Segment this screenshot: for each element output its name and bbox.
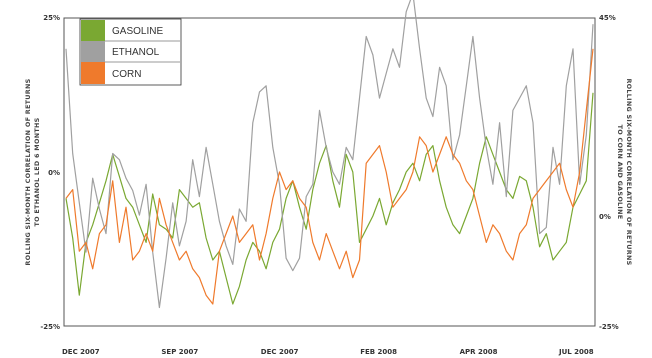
legend-label-corn: CORN [112, 69, 141, 80]
legend-swatch-corn [81, 62, 105, 84]
legend-label-ethanol: ETHANOL [112, 47, 160, 58]
x-axis-tick-5: JUL 2008 [558, 348, 594, 356]
x-axis-tick-2: DEC 2007 [261, 348, 299, 356]
left-axis-tick-2: -25% [40, 323, 60, 331]
right-axis-tick-0: 45% [599, 14, 616, 22]
series-layer [65, 0, 594, 309]
legend-swatch-gasoline [81, 20, 105, 41]
left-axis-tick-0: 25% [43, 14, 60, 22]
x-axis-tick-4: APR 2008 [460, 348, 498, 356]
left-axis-title-line1: ROLLING SIX-MONTH CORRELATION OF RETURNS [24, 78, 32, 265]
right-axis-tick-1: 0% [599, 213, 611, 221]
right-axis-title-line2: TO CORN AND GASOLINE [616, 125, 624, 220]
x-axis-tick-3: FEB 2008 [360, 348, 397, 356]
series-line-ethanol [65, 0, 594, 309]
left-axis-title: ROLLING SIX-MONTH CORRELATION OF RETURNS… [24, 78, 41, 265]
right-axis-title: ROLLING SIX-MONTH CORRELATION OF RETURNS… [616, 78, 633, 265]
axis-layer: 25% 0% -25% 45% 0% -25% DEC 2007 SEP 2007 DEC 20… [40, 14, 618, 356]
right-axis-tick-2: -25% [599, 323, 619, 331]
left-axis-tick-1: 0% [48, 169, 60, 177]
x-axis-tick-0: DEC 2007 [62, 348, 100, 356]
x-axis-tick-1: SEP 2007 [161, 348, 198, 356]
right-axis-title-line1: ROLLING SIX-MONTH CORRELATION OF RETURNS [625, 78, 633, 265]
legend-label-gasoline: GASOLINE [112, 26, 163, 37]
left-axis-title-line2: TO ETHANOL LED 6 MONTHS [33, 117, 41, 226]
series-line-corn [65, 48, 594, 305]
legend-swatch-ethanol [81, 41, 105, 62]
legend: GASOLINE ETHANOL CORN [79, 18, 182, 86]
